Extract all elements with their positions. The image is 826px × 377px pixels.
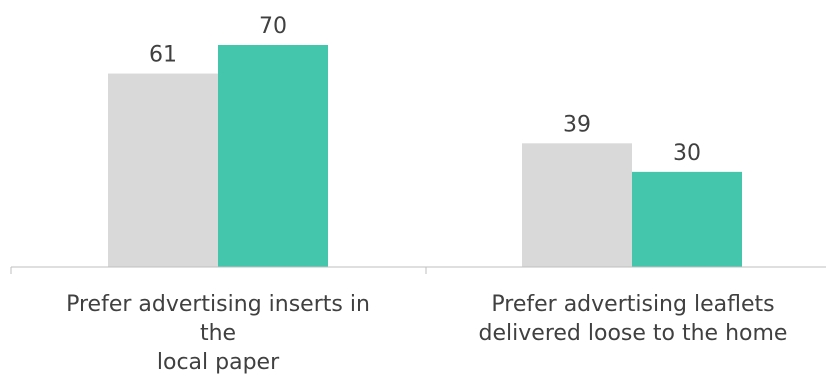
category-label-0-line-1: Prefer advertising inserts in the <box>66 292 370 346</box>
bar-chart: 61 70 39 30 <box>10 14 826 274</box>
category-label-1-line-2: delivered loose to the home <box>478 321 788 346</box>
bar-0-0 <box>108 73 218 268</box>
category-label-1: Prefer advertising leaflets delivered lo… <box>468 290 798 348</box>
category-label-0: Prefer advertising inserts in the local … <box>53 290 383 377</box>
category-label-0-line-2: local paper <box>156 350 280 375</box>
category-label-1-line-1: Prefer advertising leaflets <box>491 292 775 317</box>
data-label-1-0: 39 <box>563 112 591 137</box>
data-label-1-1: 30 <box>673 141 701 166</box>
bar-1-1 <box>632 171 742 267</box>
bar-0-1 <box>218 45 328 267</box>
data-label-0-1: 70 <box>259 14 287 39</box>
bar-1-0 <box>522 143 632 267</box>
data-label-0-0: 61 <box>149 43 177 68</box>
